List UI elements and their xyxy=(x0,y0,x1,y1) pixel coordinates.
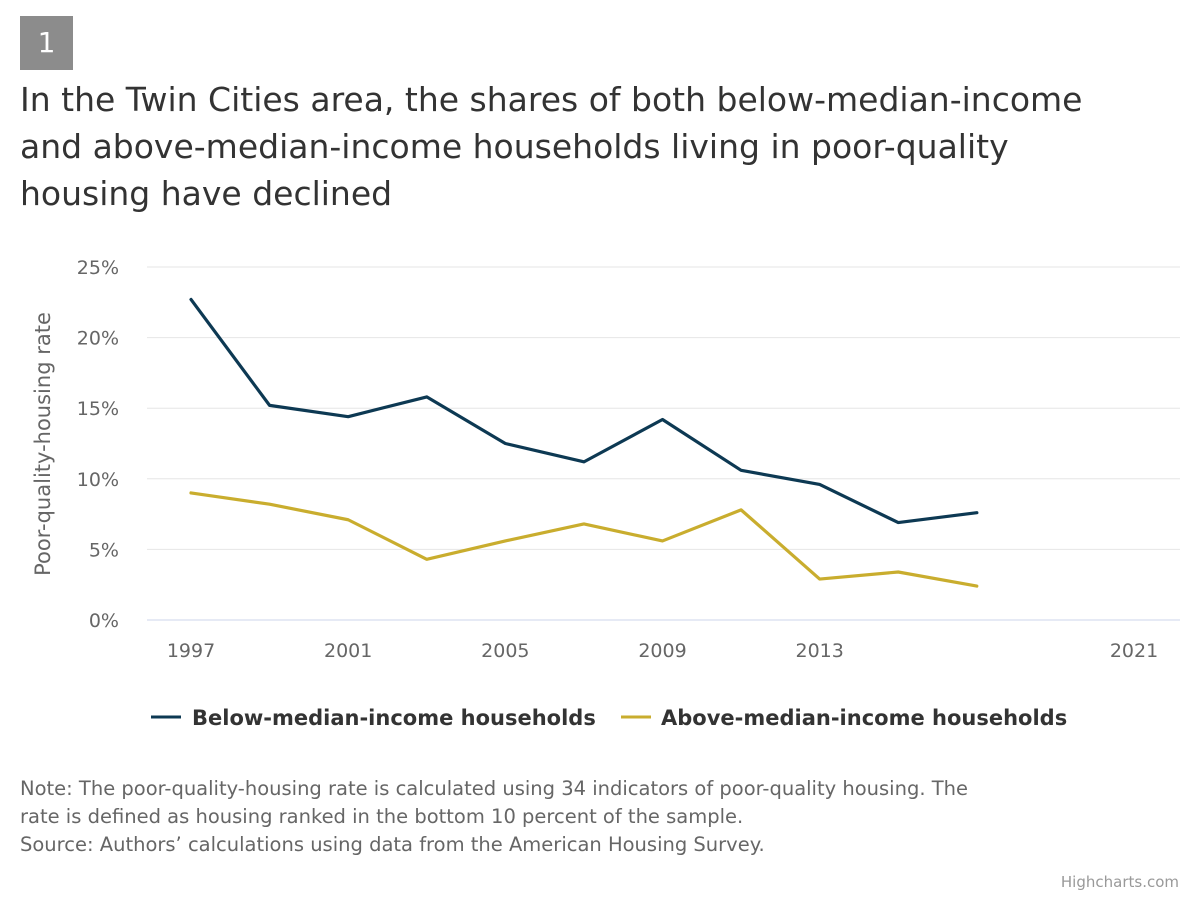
chart-notes: Note: The poor-quality-housing rate is c… xyxy=(20,775,1190,859)
data-point[interactable] xyxy=(425,557,429,561)
chart-title: In the Twin Cities area, the shares of b… xyxy=(20,80,1083,213)
data-point[interactable] xyxy=(503,442,507,446)
data-point[interactable] xyxy=(425,395,429,399)
series-line-below-median[interactable] xyxy=(189,297,979,525)
data-point[interactable] xyxy=(818,482,822,486)
data-point[interactable] xyxy=(818,577,822,581)
legend: Below-median-income households Above-med… xyxy=(151,706,1067,730)
data-point[interactable] xyxy=(268,403,272,407)
data-point[interactable] xyxy=(582,460,586,464)
data-point[interactable] xyxy=(346,518,350,522)
y-tick-label: 25% xyxy=(77,257,119,279)
legend-item-above[interactable]: Above-median-income households xyxy=(621,706,1067,730)
figure-number-badge: 1 xyxy=(20,16,73,70)
x-tick-label: 2001 xyxy=(324,640,372,662)
data-point[interactable] xyxy=(268,502,272,506)
data-point[interactable] xyxy=(975,511,979,515)
y-tick-label: 0% xyxy=(89,610,119,632)
data-point[interactable] xyxy=(661,539,665,543)
x-tick-label: 2021 xyxy=(1110,640,1158,662)
x-axis-ticks: 1997 2001 2005 2009 2013 2021 xyxy=(167,640,1158,662)
data-point[interactable] xyxy=(896,521,900,525)
data-point[interactable] xyxy=(661,417,665,421)
y-tick-label: 5% xyxy=(89,539,119,561)
data-point[interactable] xyxy=(582,522,586,526)
x-tick-label: 2009 xyxy=(638,640,686,662)
source-line: Source: Authors’ calculations using data… xyxy=(20,833,765,856)
data-point[interactable] xyxy=(896,570,900,574)
data-point[interactable] xyxy=(739,508,743,512)
note-line-1: Note: The poor-quality-housing rate is c… xyxy=(20,777,968,800)
data-point[interactable] xyxy=(975,584,979,588)
y-axis-ticks: 0% 5% 10% 15% 20% 25% xyxy=(77,257,119,632)
y-tick-label: 15% xyxy=(77,398,119,420)
highcharts-credits[interactable]: Highcharts.com xyxy=(1060,873,1179,891)
data-point[interactable] xyxy=(189,491,193,495)
y-tick-label: 20% xyxy=(77,328,119,350)
data-point[interactable] xyxy=(346,415,350,419)
legend-label-below: Below-median-income households xyxy=(192,706,596,730)
gridlines xyxy=(147,266,1180,621)
line-chart: 0% 5% 10% 15% 20% 25% 1997 2001 2005 2009 2013 202… xyxy=(31,257,1180,730)
series-line-above-median[interactable] xyxy=(189,491,979,588)
y-axis-title: Poor-quality-housing rate xyxy=(31,312,55,576)
legend-item-below[interactable]: Below-median-income households xyxy=(151,706,596,730)
series-lines xyxy=(189,297,979,588)
data-point[interactable] xyxy=(503,539,507,543)
x-tick-label: 2005 xyxy=(481,640,529,662)
x-tick-label: 2013 xyxy=(795,640,843,662)
x-tick-label: 1997 xyxy=(167,640,215,662)
legend-label-above: Above-median-income households xyxy=(661,706,1067,730)
note-line-2: rate is defined as housing ranked in the… xyxy=(20,805,744,828)
data-point[interactable] xyxy=(739,468,743,472)
data-point[interactable] xyxy=(189,297,193,301)
y-tick-label: 10% xyxy=(77,469,119,491)
